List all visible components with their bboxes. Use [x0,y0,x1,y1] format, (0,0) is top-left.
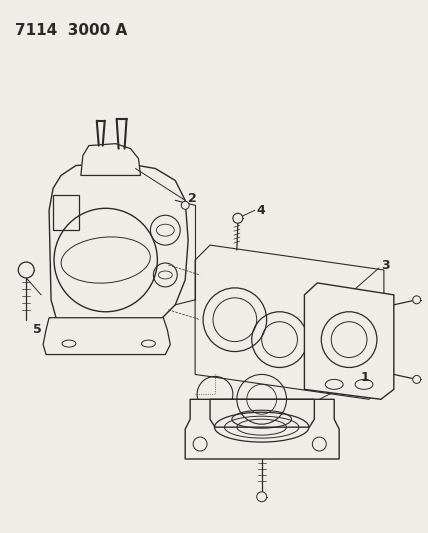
Text: 1: 1 [361,371,370,384]
Polygon shape [43,318,170,354]
Text: 2: 2 [188,192,197,205]
Text: 4: 4 [257,204,265,217]
Polygon shape [304,283,394,399]
Polygon shape [185,399,339,459]
Text: 5: 5 [33,323,42,336]
Circle shape [413,296,421,304]
Circle shape [181,201,189,209]
Polygon shape [49,163,188,330]
Polygon shape [210,399,314,427]
Text: 3: 3 [381,259,389,271]
Circle shape [18,262,34,278]
Polygon shape [53,196,79,230]
Circle shape [413,375,421,383]
Polygon shape [195,245,384,399]
Text: 7114  3000 A: 7114 3000 A [15,23,128,38]
Circle shape [257,492,267,502]
Polygon shape [81,144,140,175]
Circle shape [233,213,243,223]
